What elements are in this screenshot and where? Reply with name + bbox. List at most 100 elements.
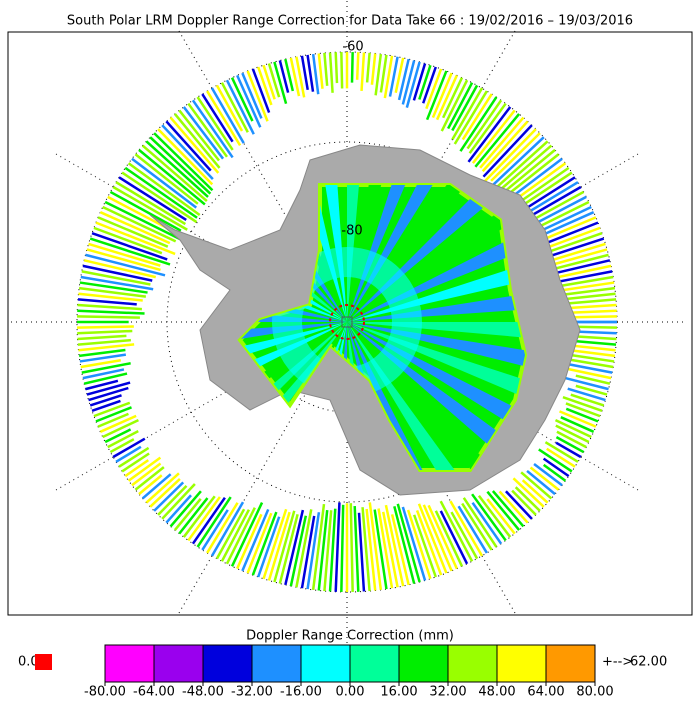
colorbar-cell [153, 644, 204, 683]
track [267, 63, 281, 98]
track [349, 503, 354, 592]
track [161, 483, 196, 520]
track [82, 368, 125, 380]
track [564, 367, 612, 380]
track [81, 270, 151, 286]
track [262, 64, 276, 100]
track [306, 512, 321, 590]
track [406, 509, 432, 580]
track [83, 372, 128, 385]
track [153, 132, 214, 192]
track [88, 242, 161, 267]
track [178, 497, 209, 535]
track [368, 502, 383, 591]
track [102, 205, 177, 243]
max-arrow: +--> [602, 655, 633, 670]
track [555, 441, 582, 459]
colorbar-title: Doppler Range Correction (mm) [246, 629, 454, 644]
track [173, 113, 221, 169]
track [220, 82, 249, 133]
track [388, 56, 399, 97]
track [257, 516, 281, 578]
track [289, 57, 301, 97]
track [511, 489, 537, 516]
track [86, 248, 161, 272]
track [138, 474, 163, 496]
colorbar-cell [545, 644, 596, 683]
track [157, 128, 214, 186]
track [187, 102, 228, 158]
track [427, 504, 458, 570]
colorbar-cell [251, 644, 302, 683]
track [225, 507, 256, 565]
track [439, 510, 469, 565]
track [210, 501, 245, 557]
track [251, 511, 278, 576]
track [559, 410, 597, 428]
track [178, 109, 220, 162]
track [257, 66, 273, 106]
track [498, 490, 529, 524]
track [431, 72, 453, 119]
track [565, 402, 601, 418]
track [206, 502, 239, 554]
track [556, 430, 587, 449]
track [434, 510, 464, 567]
track [109, 438, 135, 454]
track [440, 79, 469, 132]
track [563, 376, 609, 391]
track [93, 401, 131, 418]
track [124, 459, 150, 478]
colorbar-tick-label: 32.00 [429, 685, 466, 700]
track [328, 508, 337, 592]
track [379, 54, 388, 93]
track [474, 113, 521, 168]
track [112, 185, 188, 231]
track [104, 200, 186, 243]
track [422, 504, 453, 572]
track [340, 52, 344, 89]
track [165, 494, 192, 524]
track [300, 515, 316, 589]
track [365, 508, 377, 591]
track [471, 501, 503, 545]
track [141, 473, 172, 500]
track [520, 471, 553, 500]
max-label: 62.00 [630, 655, 667, 670]
track [91, 399, 121, 412]
track [467, 106, 512, 163]
pole-hole [329, 304, 365, 340]
track [526, 469, 556, 496]
track [562, 396, 603, 412]
meridian [52, 321, 348, 493]
track [230, 77, 254, 122]
track [201, 509, 229, 551]
colorbar-tick-label: 16.00 [380, 685, 417, 700]
track [370, 53, 377, 85]
track [401, 60, 416, 105]
track [284, 58, 295, 92]
track [567, 353, 615, 363]
lat-label: -80 [341, 224, 362, 239]
track [78, 286, 147, 298]
track [145, 472, 180, 504]
track [83, 259, 157, 279]
track [77, 298, 137, 306]
track [425, 70, 448, 121]
track [131, 462, 162, 487]
track [85, 379, 119, 391]
track [86, 381, 131, 396]
track [91, 232, 168, 261]
track [109, 190, 182, 232]
colorbar-tick-label: 48.00 [478, 685, 515, 700]
track [77, 325, 134, 329]
track [466, 99, 503, 150]
track [560, 416, 595, 433]
track [462, 497, 498, 548]
track [418, 64, 432, 100]
track [569, 363, 613, 374]
min-label: 0.0 [18, 655, 39, 670]
meridian [52, 151, 348, 323]
track [542, 457, 570, 478]
